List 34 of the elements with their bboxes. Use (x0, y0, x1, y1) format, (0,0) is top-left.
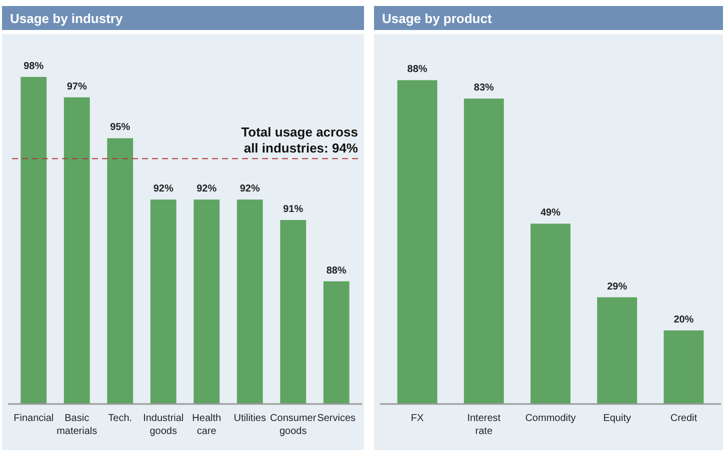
x-tick-label: Tech. (108, 413, 132, 424)
data-label: 88% (326, 265, 346, 276)
x-tick-label: Health care (192, 413, 222, 437)
data-label: 97% (66, 81, 87, 92)
chart-title: Usage by industry (10, 11, 124, 26)
data-label: 49% (540, 208, 561, 219)
data-label: 91% (283, 204, 304, 215)
data-label: 29% (607, 281, 628, 292)
bar (464, 98, 504, 404)
x-tick-label: Credit (670, 413, 698, 424)
x-tick-label: Services (317, 413, 356, 424)
x-tick-label: FX (410, 413, 424, 424)
data-label: 92% (240, 184, 260, 195)
data-label: 88% (407, 64, 428, 76)
bar (664, 330, 704, 404)
ref-line-label: Total usage across all industries: 94% (241, 124, 358, 156)
chart-title: Usage by product (382, 11, 492, 26)
data-label: 83% (474, 82, 494, 94)
x-tick-label: Interest rate (467, 413, 501, 437)
data-label: 20% (674, 314, 694, 326)
data-label: 95% (110, 122, 130, 134)
bar (397, 80, 438, 404)
x-tick-label: Consumer goods (270, 413, 317, 437)
x-tick-label: Utilities (234, 413, 266, 424)
data-label: 92% (196, 184, 217, 195)
x-tick-label: Industrial goods (143, 413, 184, 437)
x-tick-label: Basic materials (56, 413, 98, 437)
x-tick-label: Commodity (525, 413, 576, 424)
x-tick-label: Equity (603, 413, 631, 424)
bar (530, 224, 570, 404)
data-label: 98% (24, 60, 44, 72)
data-label: 92% (153, 184, 174, 195)
bar (597, 297, 638, 404)
x-tick-label: Financial (14, 413, 54, 424)
